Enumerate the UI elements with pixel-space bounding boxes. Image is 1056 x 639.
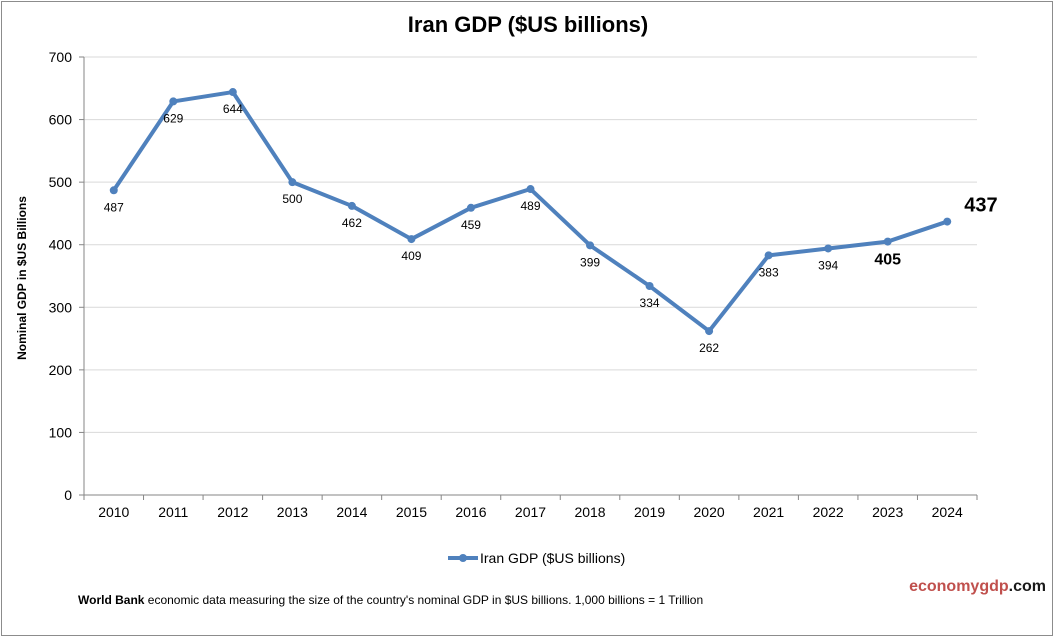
x-tick-label: 2013 — [277, 504, 308, 520]
data-label: 399 — [580, 255, 600, 269]
legend-line-marker-icon — [448, 554, 478, 562]
data-label: 394 — [818, 258, 838, 272]
chart-title: Iran GDP ($US billions) — [407, 12, 649, 37]
data-label: 262 — [699, 341, 719, 355]
data-label: 500 — [282, 192, 302, 206]
y-tick-label: 700 — [49, 49, 73, 65]
source-name: World Bank — [78, 593, 145, 607]
data-point — [645, 282, 654, 291]
y-tick-label: 300 — [49, 299, 73, 315]
x-tick-label: 2024 — [932, 504, 963, 520]
gridlines — [84, 56, 977, 433]
x-tick-label: 2020 — [694, 504, 725, 520]
data-points — [109, 88, 952, 336]
data-label: 459 — [461, 218, 481, 232]
y-tick-label: 200 — [49, 362, 73, 378]
legend: Iran GDP ($US billions) — [448, 550, 625, 566]
y-tick-labels: 0 100 200 300 400 500 600 700 — [49, 49, 73, 503]
data-label: 462 — [342, 216, 362, 230]
x-tick-label: 2010 — [98, 504, 129, 520]
data-label: 409 — [401, 249, 421, 263]
data-point — [705, 327, 714, 336]
x-tick-label: 2011 — [158, 504, 188, 520]
source-note: World Bank economic data measuring the s… — [78, 593, 703, 607]
data-point — [407, 235, 416, 244]
x-tick-label: 2021 — [753, 504, 784, 520]
y-tick-label: 100 — [49, 424, 73, 440]
data-point — [288, 178, 297, 187]
data-label: 334 — [640, 296, 660, 310]
data-label: 644 — [223, 102, 243, 116]
data-point — [943, 217, 952, 226]
y-tick-label: 500 — [49, 174, 73, 190]
x-tick-label: 2015 — [396, 504, 427, 520]
data-label: 489 — [520, 199, 540, 213]
data-point — [526, 185, 535, 194]
data-point — [109, 186, 118, 195]
y-tick-label: 400 — [49, 237, 73, 253]
data-point — [347, 201, 356, 210]
source-description: economic data measuring the size of the … — [144, 593, 704, 607]
x-tick-label: 2012 — [217, 504, 248, 520]
brand-logo[interactable]: economygdp.com — [909, 578, 1046, 596]
brand-part-2: gdp — [979, 578, 1009, 595]
x-tick-label: 2019 — [634, 504, 665, 520]
y-tick-label: 0 — [64, 487, 72, 503]
x-tick-labels: 2010 2011 2012 2013 2014 2015 2016 2017 2018 2019… — [98, 504, 963, 520]
brand-part-3: .com — [1008, 578, 1046, 595]
data-point — [169, 97, 178, 106]
axes — [79, 56, 978, 500]
data-point — [466, 203, 475, 212]
data-point — [586, 241, 595, 250]
data-label: 629 — [163, 111, 183, 125]
data-labels: 487 629 644 500 462 409 459 489 399 334 262 383 394 4… — [104, 102, 998, 355]
data-point — [824, 244, 833, 253]
data-point — [228, 88, 237, 97]
legend-label: Iran GDP ($US billions) — [480, 550, 626, 566]
data-point — [883, 237, 892, 246]
x-tick-label: 2016 — [455, 504, 486, 520]
data-label: 383 — [759, 265, 779, 279]
x-tick-label: 2017 — [515, 504, 546, 520]
data-label: 405 — [874, 252, 901, 269]
x-tick-label: 2018 — [574, 504, 605, 520]
data-point — [764, 251, 773, 260]
brand-part-1: economy — [909, 578, 980, 595]
y-tick-label: 600 — [49, 112, 73, 128]
data-label: 437 — [964, 195, 997, 217]
x-tick-label: 2023 — [872, 504, 903, 520]
data-label: 487 — [104, 200, 124, 214]
x-tick-label: 2014 — [336, 504, 367, 520]
x-tick-label: 2022 — [813, 504, 844, 520]
